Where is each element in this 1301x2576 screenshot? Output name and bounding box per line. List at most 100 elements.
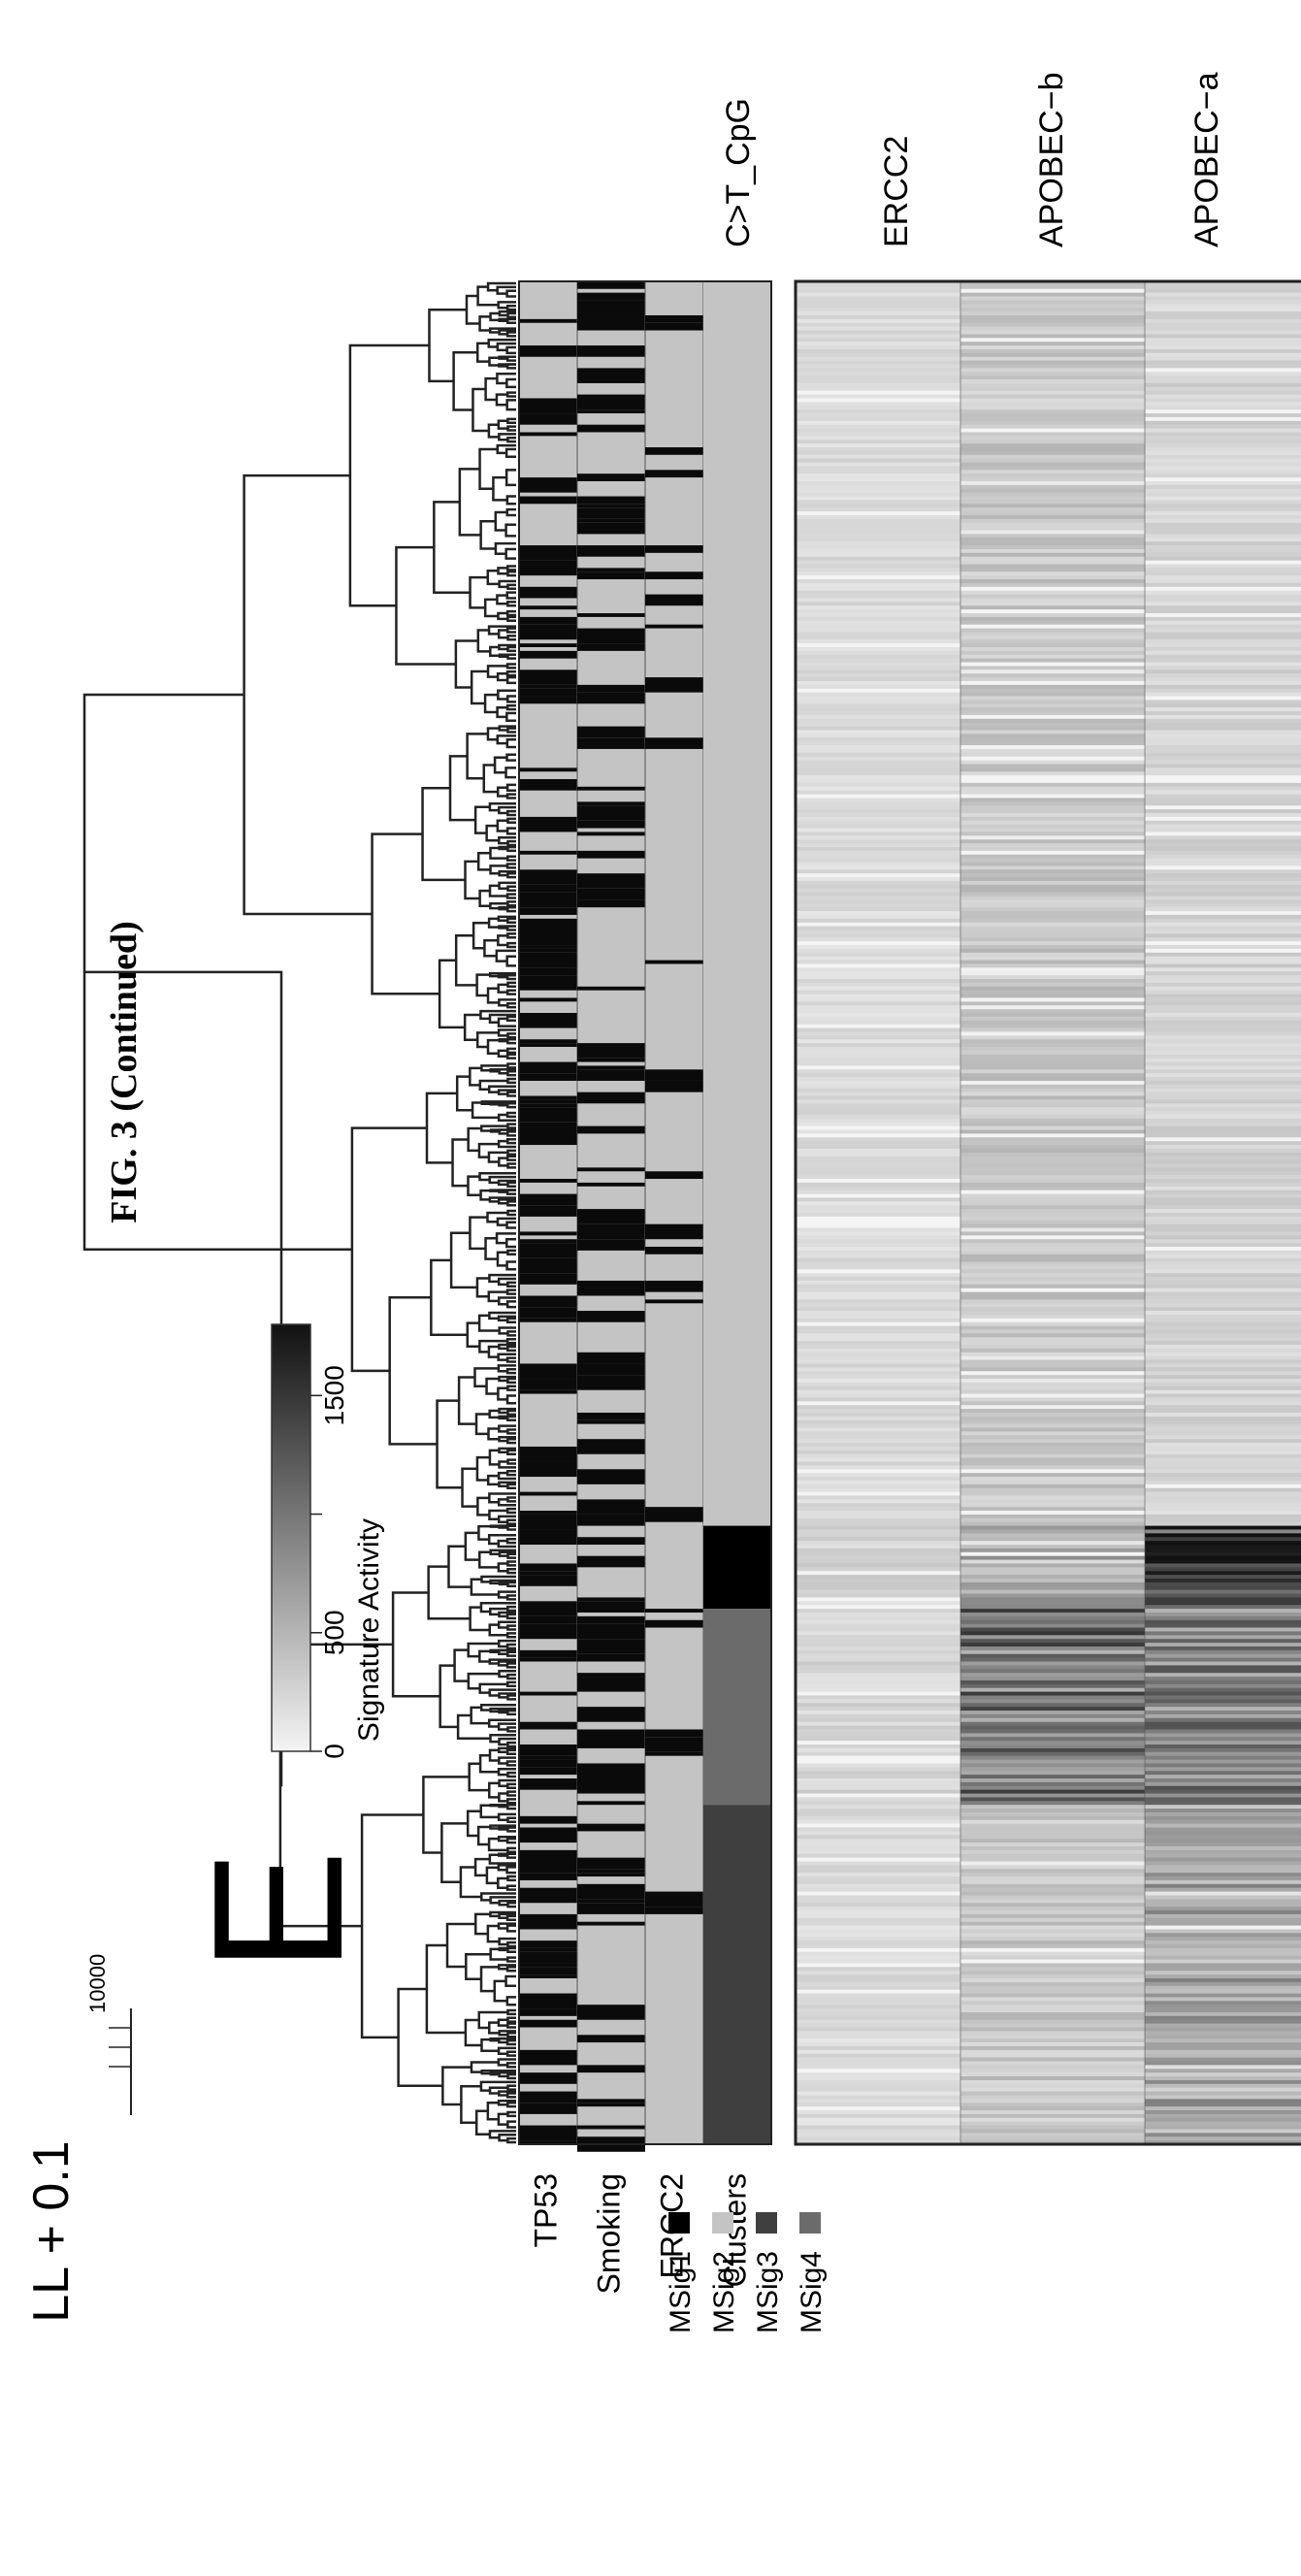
heatmap-cell [1145,1955,1301,1961]
heatmap-cell [960,1220,1145,1225]
heatmap-cell [796,1511,960,1516]
dendrogram-branch [497,1139,516,1149]
dendrogram-branch [489,1549,516,1555]
track-mark [519,1491,577,1496]
heatmap-cell [796,1046,960,1052]
track-mark [519,1601,577,1616]
heatmap-cell [960,296,1145,302]
heatmap-cell [1145,348,1301,354]
heatmap-cell [1145,941,1301,946]
heatmap-cell [796,386,960,392]
dendrogram-branch [479,520,496,550]
heatmap-cell [1145,1895,1301,1900]
track-mark [577,518,645,523]
heatmap-cell [960,1299,1145,1304]
heatmap-cell [960,1937,1145,1941]
dendrogram-branch [505,793,516,799]
heatmap-cell [1145,1020,1301,1026]
heatmap-cell [1145,1797,1301,1802]
heatmap-cell [1145,1575,1301,1580]
heatmap-cell [960,1412,1145,1418]
dendrogram-branch [505,1300,516,1309]
heatmap-cell [960,1254,1145,1259]
dendrogram-branch [486,1211,508,1223]
heatmap-cell [1145,1379,1301,1384]
dendrogram-branch [428,308,467,383]
track-mark [519,2140,577,2144]
heatmap-cell [796,673,960,678]
heatmap-cell [1145,1767,1301,1772]
heatmap-cell [1145,771,1301,776]
track-mark [519,2091,577,2103]
heatmap-cell [960,2110,1145,2115]
track-mark [645,1619,703,1628]
heatmap-cell [1145,322,1301,328]
dendrogram-branch [505,1317,516,1323]
heatmap-cell [796,2140,960,2145]
dendrogram-branch [504,1974,516,1988]
dendrogram-branch [489,1579,516,1585]
heatmap-cell [796,1677,960,1681]
track-mark [577,1092,645,1104]
heatmap-cell [960,1246,1145,1252]
heatmap-cell [1145,1141,1301,1146]
heatmap-cell [1145,590,1301,596]
track-mark [577,628,645,644]
heatmap-cell [960,420,1145,426]
heatmap-cell [960,1579,1145,1583]
heatmap-cell [960,1487,1145,1493]
heatmap-cell [960,1551,1145,1557]
heatmap-cell [796,1873,960,1877]
heatmap-cell [960,2061,1145,2066]
heatmap-cell [960,406,1145,410]
heatmap-cell [1145,1937,1301,1941]
heatmap-cell [1145,1891,1301,1897]
heatmap-cell [1145,1605,1301,1610]
dendrogram-branch [498,643,516,651]
heatmap-cell [1145,2023,1301,2029]
dendrogram-branch [436,1399,463,1489]
heatmap-cell [960,440,1145,444]
heatmap-cell [796,447,960,452]
heatmap-cell [796,888,960,894]
track-mark [577,522,645,535]
heatmap-cell [960,1883,1145,1889]
heatmap-cell [1145,586,1301,592]
dendrogram-branch [497,1812,516,1821]
dendrogram-branch [488,971,516,978]
heatmap-cell [1145,398,1301,403]
heatmap-cell [796,1907,960,1911]
dendrogram-branch [478,1079,508,1091]
dendrogram-branch [497,1113,516,1123]
heatmap-cell [960,1521,1145,1527]
heatmap-cell [796,1145,960,1150]
dendrogram-branch [454,933,477,987]
heatmap-cell [796,824,960,830]
track-mark [519,1107,577,1123]
heatmap-cell [1145,1145,1301,1150]
dendrogram-branch [497,1835,516,1842]
track-mark [577,1873,645,1877]
heatmap-cell [796,1329,960,1334]
heatmap-cell [1145,1695,1301,1700]
heatmap-cell [960,2113,1145,2119]
heatmap-cell [960,2042,1145,2047]
heatmap-cell [796,982,960,988]
heatmap-cell [960,858,1145,864]
heatmap-cell [960,1205,1145,1210]
signature-label: ERCC2 [878,136,915,247]
track-mark [519,1461,577,1478]
heatmap-cell [960,1944,1145,1949]
track-mark [519,1887,577,1904]
heatmap-cell [796,884,960,890]
dendrogram-branch [505,345,516,355]
dendrogram-branch [505,1837,516,1844]
dendrogram-branch [506,1741,516,1748]
heatmap-cell [796,560,960,566]
heatmap-cell [960,466,1145,471]
dendrogram-branch [505,305,516,311]
heatmap-cell [960,1073,1145,1078]
heatmap-cell [1145,990,1301,995]
heatmap-cell [960,839,1145,844]
heatmap-cell [796,548,960,554]
